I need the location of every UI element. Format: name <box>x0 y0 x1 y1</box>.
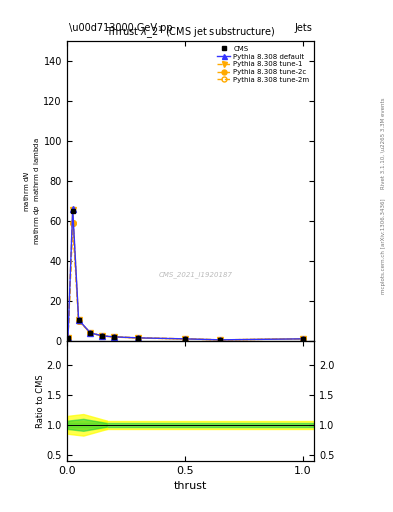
Pythia 8.308 tune-1 <box>100 333 105 339</box>
X-axis label: thrust: thrust <box>174 481 207 491</box>
Pythia 8.308 tune-2c <box>66 335 70 341</box>
Pythia 8.308 tune-1 <box>182 336 187 342</box>
CMS <box>112 334 116 340</box>
Pythia 8.308 default <box>135 335 140 341</box>
Pythia 8.308 tune-2c <box>218 337 222 343</box>
Pythia 8.308 tune-2m <box>88 330 93 336</box>
Pythia 8.308 default <box>66 335 70 341</box>
CMS <box>182 336 187 342</box>
Pythia 8.308 tune-2m <box>112 334 116 340</box>
Pythia 8.308 tune-2m <box>76 318 81 324</box>
Line: Pythia 8.308 tune-2c: Pythia 8.308 tune-2c <box>65 220 305 343</box>
Pythia 8.308 tune-2c <box>70 220 75 226</box>
Pythia 8.308 default <box>88 330 93 336</box>
CMS <box>218 337 222 343</box>
Pythia 8.308 tune-2m <box>300 336 305 342</box>
Pythia 8.308 tune-2c <box>112 334 116 340</box>
Pythia 8.308 tune-2m <box>66 335 70 341</box>
Pythia 8.308 default <box>218 337 222 343</box>
Pythia 8.308 tune-1 <box>88 330 93 336</box>
Pythia 8.308 default <box>300 336 305 342</box>
Pythia 8.308 tune-2c <box>135 335 140 341</box>
Pythia 8.308 tune-1 <box>218 337 222 343</box>
Pythia 8.308 tune-2m <box>100 333 105 339</box>
CMS <box>300 336 305 342</box>
Pythia 8.308 default <box>76 317 81 323</box>
Pythia 8.308 tune-1 <box>76 317 81 323</box>
Line: Pythia 8.308 tune-2m: Pythia 8.308 tune-2m <box>65 220 305 343</box>
Pythia 8.308 tune-2m <box>70 220 75 226</box>
Pythia 8.308 tune-2m <box>182 336 187 342</box>
Pythia 8.308 tune-2c <box>76 318 81 324</box>
Line: Pythia 8.308 default: Pythia 8.308 default <box>65 206 305 343</box>
Pythia 8.308 tune-1 <box>70 207 75 213</box>
Pythia 8.308 default <box>70 206 75 212</box>
Pythia 8.308 default <box>100 333 105 339</box>
CMS <box>66 335 70 341</box>
Line: CMS: CMS <box>66 208 305 343</box>
Pythia 8.308 default <box>182 336 187 342</box>
Pythia 8.308 tune-2c <box>300 336 305 342</box>
Pythia 8.308 tune-1 <box>112 334 116 340</box>
Y-axis label: mathrm d$N$
mathrm d$p$  mathrm d lambda: mathrm d$N$ mathrm d$p$ mathrm d lambda <box>22 137 42 245</box>
Pythia 8.308 tune-1 <box>66 335 70 341</box>
Text: Rivet 3.1.10, \u2265 3.3M events: Rivet 3.1.10, \u2265 3.3M events <box>381 98 386 189</box>
Text: mcplots.cern.ch [arXiv:1306.3436]: mcplots.cern.ch [arXiv:1306.3436] <box>381 198 386 293</box>
Line: Pythia 8.308 tune-1: Pythia 8.308 tune-1 <box>65 207 305 343</box>
Pythia 8.308 tune-1 <box>300 336 305 342</box>
Text: \u00d713000 GeV pp: \u00d713000 GeV pp <box>69 24 173 33</box>
CMS <box>135 335 140 341</box>
Title: Thrust $\lambda\_2^1$ (CMS jet substructure): Thrust $\lambda\_2^1$ (CMS jet substruct… <box>106 25 275 41</box>
Y-axis label: Ratio to CMS: Ratio to CMS <box>36 374 45 428</box>
Pythia 8.308 tune-1 <box>135 335 140 341</box>
CMS <box>88 330 93 336</box>
CMS <box>76 317 81 323</box>
Text: CMS_2021_I1920187: CMS_2021_I1920187 <box>158 271 233 278</box>
Pythia 8.308 tune-2c <box>182 336 187 342</box>
Pythia 8.308 tune-2m <box>135 335 140 341</box>
Pythia 8.308 tune-2m <box>218 337 222 343</box>
Text: Jets: Jets <box>294 24 312 33</box>
Pythia 8.308 tune-2c <box>88 330 93 336</box>
CMS <box>100 333 105 339</box>
Pythia 8.308 default <box>112 334 116 340</box>
Pythia 8.308 tune-2c <box>100 333 105 339</box>
Legend: CMS, Pythia 8.308 default, Pythia 8.308 tune-1, Pythia 8.308 tune-2c, Pythia 8.3: CMS, Pythia 8.308 default, Pythia 8.308 … <box>216 45 311 84</box>
CMS <box>70 208 75 214</box>
